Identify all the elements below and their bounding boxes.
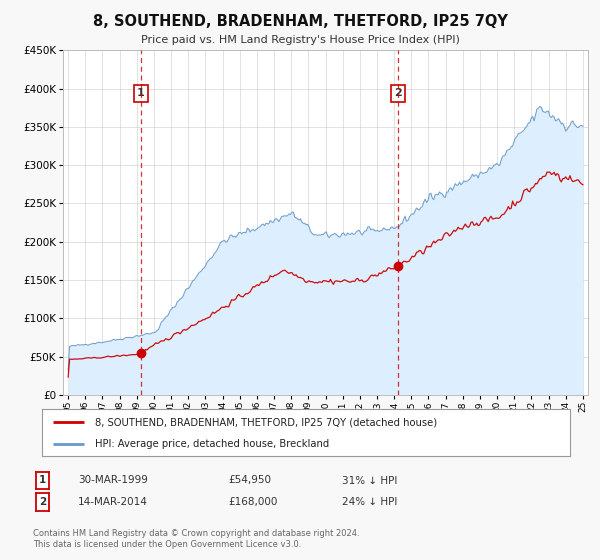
Text: 30-MAR-1999: 30-MAR-1999 (78, 475, 148, 486)
Text: 2: 2 (394, 88, 401, 99)
Text: 8, SOUTHEND, BRADENHAM, THETFORD, IP25 7QY (detached house): 8, SOUTHEND, BRADENHAM, THETFORD, IP25 7… (95, 417, 437, 427)
Text: Price paid vs. HM Land Registry's House Price Index (HPI): Price paid vs. HM Land Registry's House … (140, 35, 460, 45)
Text: 24% ↓ HPI: 24% ↓ HPI (342, 497, 397, 507)
Text: This data is licensed under the Open Government Licence v3.0.: This data is licensed under the Open Gov… (33, 540, 301, 549)
Text: 31% ↓ HPI: 31% ↓ HPI (342, 475, 397, 486)
Text: Contains HM Land Registry data © Crown copyright and database right 2024.: Contains HM Land Registry data © Crown c… (33, 529, 359, 538)
Text: £54,950: £54,950 (228, 475, 271, 486)
Text: 2: 2 (39, 497, 46, 507)
Text: 1: 1 (39, 475, 46, 486)
Text: 14-MAR-2014: 14-MAR-2014 (78, 497, 148, 507)
Text: 8, SOUTHEND, BRADENHAM, THETFORD, IP25 7QY: 8, SOUTHEND, BRADENHAM, THETFORD, IP25 7… (92, 14, 508, 29)
Text: 1: 1 (137, 88, 145, 99)
Text: £168,000: £168,000 (228, 497, 277, 507)
Text: HPI: Average price, detached house, Breckland: HPI: Average price, detached house, Brec… (95, 439, 329, 449)
